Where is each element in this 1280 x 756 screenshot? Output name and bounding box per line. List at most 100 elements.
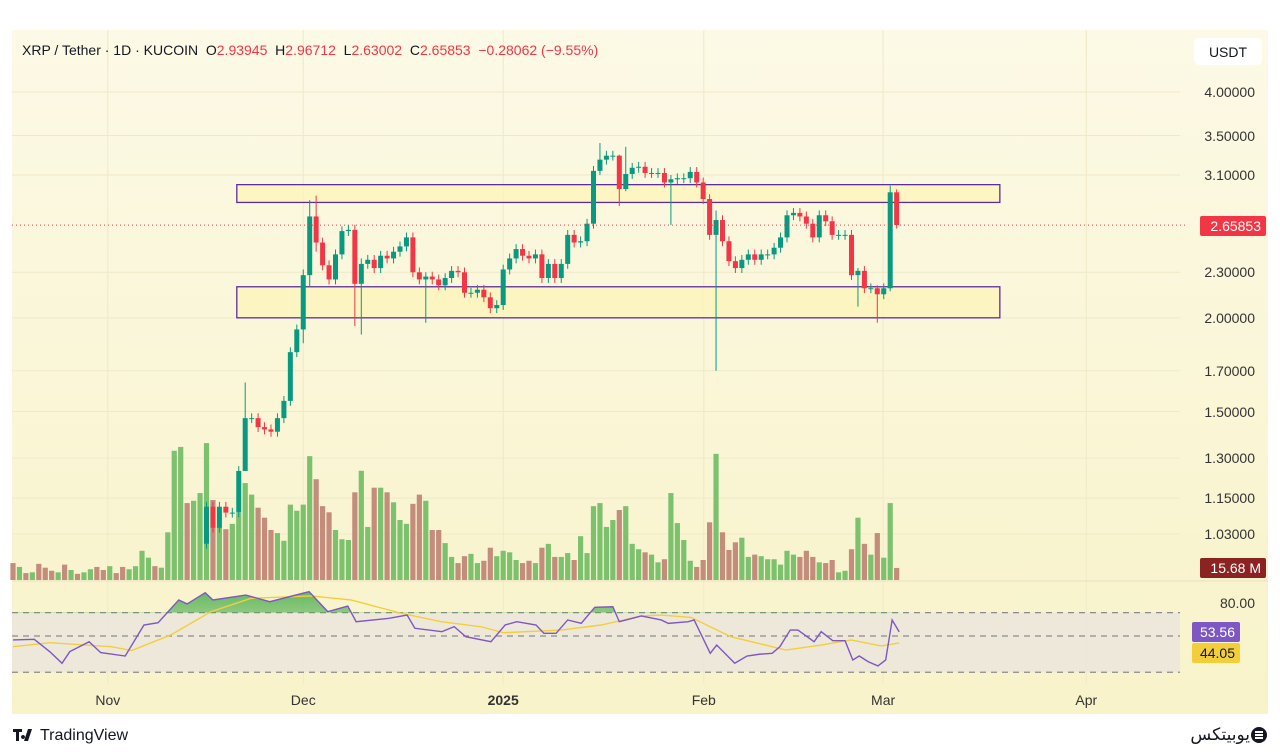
- price-tick-label: 1.03000: [1204, 526, 1255, 543]
- volume-bar: [68, 570, 74, 580]
- zones: [236, 183, 1001, 319]
- candle-body: [707, 199, 713, 235]
- volume-bar: [197, 493, 203, 580]
- candle-body: [655, 172, 661, 174]
- candle-body: [765, 254, 771, 256]
- volume-bar: [578, 536, 584, 580]
- candle-body: [894, 192, 900, 226]
- candle-body: [384, 255, 390, 259]
- candle-body: [571, 234, 577, 243]
- candle-body: [681, 178, 687, 180]
- volume-bar: [236, 513, 242, 580]
- volume-bar: [294, 510, 300, 580]
- volume-bar: [777, 564, 784, 580]
- rsi-badge: 53.56: [1192, 622, 1240, 642]
- candle-body: [855, 270, 861, 276]
- candle-body: [391, 251, 397, 259]
- volume-bar: [648, 554, 655, 580]
- price-tick-label: 1.30000: [1204, 450, 1255, 467]
- candle-body: [216, 506, 222, 528]
- candle-body: [468, 292, 474, 294]
- candle-body: [313, 216, 319, 243]
- candle-body: [262, 427, 268, 430]
- volume-bar: [874, 533, 880, 580]
- volume-bar: [810, 556, 816, 580]
- volume-bar: [81, 572, 87, 580]
- time-tick-label: Apr: [1075, 692, 1098, 708]
- volume-bar: [881, 557, 887, 580]
- candle-body: [642, 166, 648, 173]
- volume-bar: [513, 560, 519, 580]
- volume-bar: [836, 572, 842, 580]
- candle-body: [281, 400, 287, 419]
- volume-bar: [681, 540, 687, 580]
- volume-bar: [16, 566, 23, 580]
- volume-bar: [803, 550, 809, 580]
- candle-body: [345, 229, 351, 232]
- volume-bar: [326, 512, 332, 580]
- volume-bar: [87, 569, 93, 580]
- volume-bar: [449, 556, 455, 580]
- volume-bar: [481, 560, 487, 580]
- close-label: C: [409, 42, 420, 58]
- candle-body: [874, 288, 880, 295]
- volume-bar: [784, 550, 790, 580]
- volume-bar: [313, 479, 319, 580]
- volume-bar: [661, 559, 668, 580]
- volume-bar: [571, 560, 577, 580]
- volume-bar: [700, 560, 706, 580]
- volume-bar: [636, 549, 642, 580]
- volume-bar: [887, 503, 893, 580]
- volume-bar: [307, 456, 313, 580]
- volume-bar: [603, 526, 609, 580]
- volume-bar: [332, 530, 339, 580]
- candle-body: [861, 270, 867, 289]
- candle-body: [274, 418, 280, 432]
- volume-bar: [178, 446, 184, 580]
- volume-bar: [378, 487, 384, 580]
- volume-bar: [100, 570, 106, 580]
- volume-bar: [158, 567, 164, 580]
- candle-body: [790, 212, 796, 216]
- candle-body: [229, 512, 235, 514]
- volume-bar: [558, 556, 564, 580]
- volume-bar: [210, 500, 216, 580]
- candle-body: [210, 506, 216, 528]
- tradingview-brand[interactable]: TradingView: [40, 727, 129, 744]
- candle-body: [578, 241, 584, 243]
- candle-body: [378, 255, 384, 269]
- volume-bar: [687, 560, 693, 580]
- candle-body: [694, 171, 700, 183]
- rsi-line: [12, 590, 900, 667]
- candle-body: [636, 166, 642, 168]
- volume-bar: [365, 526, 371, 580]
- volume-bar: [771, 559, 777, 580]
- candle-body: [416, 272, 422, 280]
- candle-body: [532, 254, 538, 259]
- currency-button[interactable]: USDT: [1194, 38, 1262, 65]
- volume-bar: [552, 556, 558, 580]
- volume-bar: [281, 540, 287, 580]
- volume-bar: [668, 493, 674, 580]
- candle-body: [365, 259, 371, 264]
- candle-body: [668, 179, 674, 183]
- candle-body: [778, 237, 784, 248]
- candle-body: [500, 269, 506, 306]
- candle-body: [674, 178, 680, 180]
- volume-bar: [507, 552, 513, 580]
- volume-bar: [274, 533, 281, 580]
- volume-bar: [216, 526, 222, 580]
- volume-bar: [732, 542, 738, 580]
- price-tick-label: 4.00000: [1204, 84, 1255, 100]
- volume-bar: [49, 570, 55, 580]
- candle-body: [823, 215, 829, 222]
- volume-bar: [610, 520, 616, 580]
- rsi-pane: [12, 590, 1180, 673]
- volume-bar: [229, 523, 235, 580]
- symbol-legend[interactable]: XRP / Tether · 1D · KUCOIN O2.93945 H2.9…: [22, 42, 598, 58]
- volume-bar: [539, 547, 545, 580]
- volume-bar: [868, 554, 874, 580]
- volume-bar: [403, 523, 410, 580]
- volume-bar: [429, 530, 435, 580]
